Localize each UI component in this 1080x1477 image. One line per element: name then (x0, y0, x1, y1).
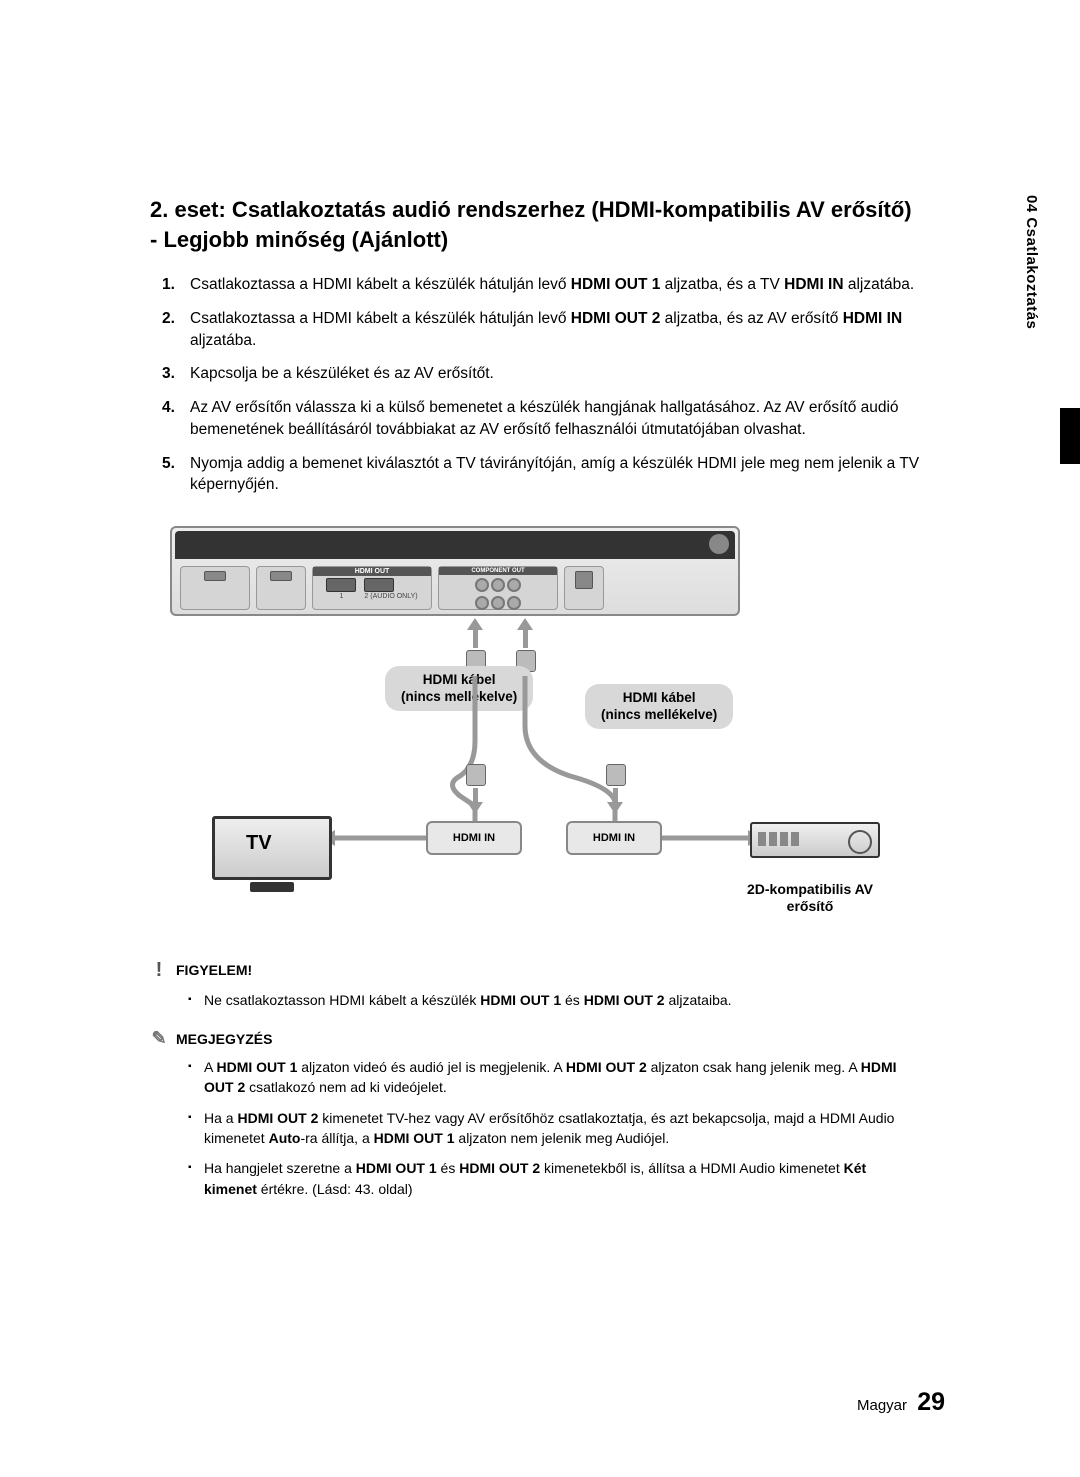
page-content: 2. eset: Csatlakoztatás audió rendszerhe… (150, 195, 920, 1209)
footer-language: Magyar (857, 1397, 907, 1414)
page-edge-tab (1060, 408, 1080, 464)
tv-icon (212, 816, 332, 896)
warning-icon: ! (150, 959, 168, 982)
note-heading: ✎ MEGJEGYZÉS (150, 1028, 920, 1049)
note-icon: ✎ (150, 1028, 168, 1049)
note-item: Ha a HDMI OUT 2 kimenetet TV-hez vagy AV… (188, 1108, 920, 1149)
note-item: A HDMI OUT 1 aljzaton videó és audió jel… (188, 1057, 920, 1098)
tv-label: TV (246, 832, 272, 855)
av-amplifier-label: 2D-kompatibilis AVerősítő (745, 881, 875, 916)
page-footer: Magyar 29 (857, 1388, 945, 1417)
hdmi-out-1-label: 1 (326, 593, 356, 600)
hdmi-connector-icon (606, 764, 626, 786)
steps-list: Csatlakoztassa a HDMI kábelt a készülék … (162, 274, 920, 496)
player-rear-panel: 1 2 (AUDIO ONLY) (170, 526, 740, 616)
hdmi-out-2-label: 2 (AUDIO ONLY) (364, 593, 417, 600)
side-tab: 04 Csatlakoztatás (1018, 195, 1040, 400)
hdmi-in-box-1: HDMI IN (426, 821, 522, 855)
cable-label-2: HDMI kábel(nincs mellékelve) (585, 684, 733, 729)
page-title: 2. eset: Csatlakoztatás audió rendszerhe… (150, 195, 920, 254)
step-4: Az AV erősítőn válassza ki a külső bemen… (162, 397, 920, 440)
warning-item: Ne csatlakoztasson HDMI kábelt a készülé… (188, 990, 920, 1010)
warning-list: Ne csatlakoztasson HDMI kábelt a készülé… (188, 990, 920, 1010)
hdmi-in-box-2: HDMI IN (566, 821, 662, 855)
footer-page-number: 29 (917, 1388, 945, 1416)
connection-diagram: 1 2 (AUDIO ONLY) (150, 526, 920, 931)
warning-heading: ! FIGYELEM! (150, 959, 920, 982)
step-1: Csatlakoztassa a HDMI kábelt a készülék … (162, 274, 920, 296)
av-amplifier-icon (750, 822, 880, 858)
note-item: Ha hangjelet szeretne a HDMI OUT 1 és HD… (188, 1158, 920, 1199)
step-2: Csatlakoztassa a HDMI kábelt a készülék … (162, 308, 920, 351)
step-5: Nyomja addig a bemenet kiválasztót a TV … (162, 453, 920, 496)
note-list: A HDMI OUT 1 aljzaton videó és audió jel… (188, 1057, 920, 1199)
step-3: Kapcsolja be a készüléket és az AV erősí… (162, 363, 920, 385)
hdmi-connector-icon (466, 764, 486, 786)
cable-label-1: HDMI kábel(nincs mellékelve) (385, 666, 533, 711)
